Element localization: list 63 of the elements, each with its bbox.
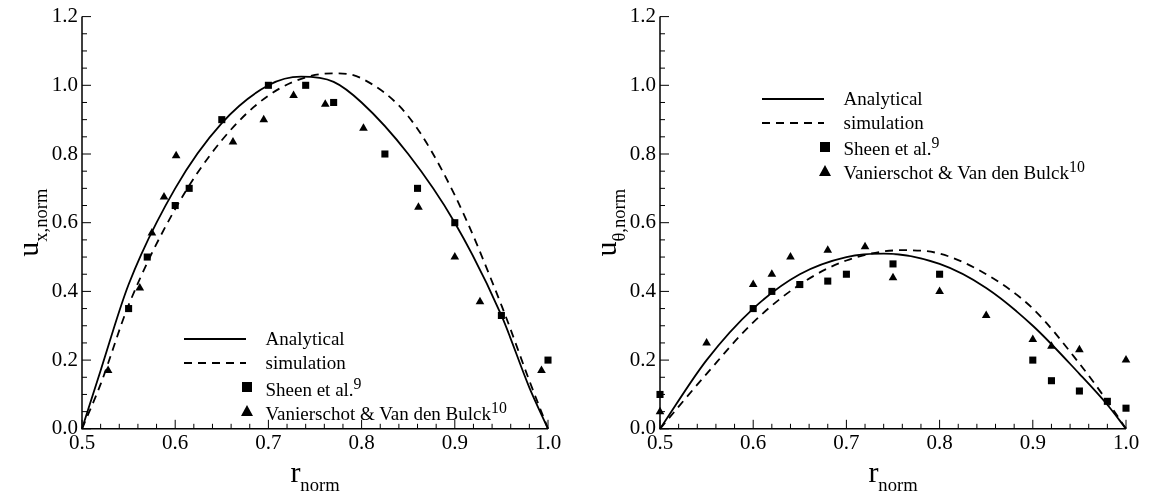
y-axis-title: ux,norm bbox=[11, 188, 51, 257]
point bbox=[860, 241, 870, 250]
point bbox=[936, 270, 944, 278]
point bbox=[981, 310, 991, 318]
point bbox=[823, 245, 833, 253]
point bbox=[1121, 355, 1131, 363]
y-tick-label: 0.8 bbox=[629, 140, 656, 165]
y-tick-label: 0.2 bbox=[629, 346, 656, 371]
x-tick-label: 1.0 bbox=[534, 429, 562, 454]
y-tick-label: 1.0 bbox=[629, 71, 656, 96]
point bbox=[1075, 344, 1084, 353]
point bbox=[537, 365, 546, 373]
y-tick-label: 0.2 bbox=[51, 346, 78, 371]
point bbox=[935, 286, 944, 294]
point bbox=[786, 252, 795, 260]
point bbox=[1122, 404, 1130, 412]
x-tick-label: 0.6 bbox=[740, 429, 767, 454]
point bbox=[185, 184, 193, 192]
point bbox=[1075, 387, 1083, 395]
point bbox=[842, 270, 850, 278]
y-tick-label: 1.2 bbox=[51, 3, 78, 28]
point bbox=[889, 260, 897, 268]
y-axis-title: uθ,norm bbox=[589, 188, 629, 257]
point bbox=[888, 272, 898, 281]
point bbox=[767, 269, 777, 277]
legend-label: simulation bbox=[265, 350, 346, 375]
legend-label: Analytical bbox=[843, 86, 923, 111]
x-tick-label: 0.9 bbox=[1019, 429, 1046, 454]
point bbox=[320, 99, 330, 107]
x-tick-label: 0.6 bbox=[162, 429, 189, 454]
point bbox=[414, 202, 423, 210]
x-tick-label: 0.7 bbox=[833, 429, 860, 454]
point bbox=[748, 279, 758, 288]
y-tick-label: 0.8 bbox=[51, 140, 78, 165]
y-tick-label: 0.6 bbox=[629, 209, 656, 234]
point bbox=[302, 81, 310, 89]
x-tick-label: 1.0 bbox=[1112, 429, 1140, 454]
point bbox=[135, 282, 145, 291]
point bbox=[259, 114, 269, 123]
point bbox=[171, 150, 181, 159]
point bbox=[381, 150, 389, 158]
point bbox=[413, 184, 422, 192]
legend-label: simulation bbox=[843, 110, 924, 135]
point bbox=[544, 356, 552, 364]
point bbox=[450, 252, 460, 260]
legend-label: Analytical bbox=[265, 326, 345, 351]
x-tick-label: 0.7 bbox=[255, 429, 282, 454]
x-tick-label: 0.9 bbox=[441, 429, 468, 454]
y-tick-label: 1.0 bbox=[51, 71, 78, 96]
point bbox=[330, 98, 338, 107]
point bbox=[1029, 356, 1037, 364]
x-tick-label: 0.8 bbox=[348, 429, 375, 454]
y-tick-label: 0.6 bbox=[51, 209, 78, 234]
point bbox=[1047, 377, 1055, 385]
x-tick-label: 0.8 bbox=[926, 429, 953, 454]
point bbox=[359, 123, 368, 131]
point bbox=[475, 296, 485, 305]
y-tick-label: 0.4 bbox=[51, 277, 79, 302]
y-tick-label: 1.2 bbox=[629, 3, 656, 28]
point bbox=[289, 90, 298, 99]
point bbox=[824, 277, 832, 285]
point bbox=[1028, 334, 1038, 342]
y-tick-label: 0.4 bbox=[629, 277, 657, 302]
